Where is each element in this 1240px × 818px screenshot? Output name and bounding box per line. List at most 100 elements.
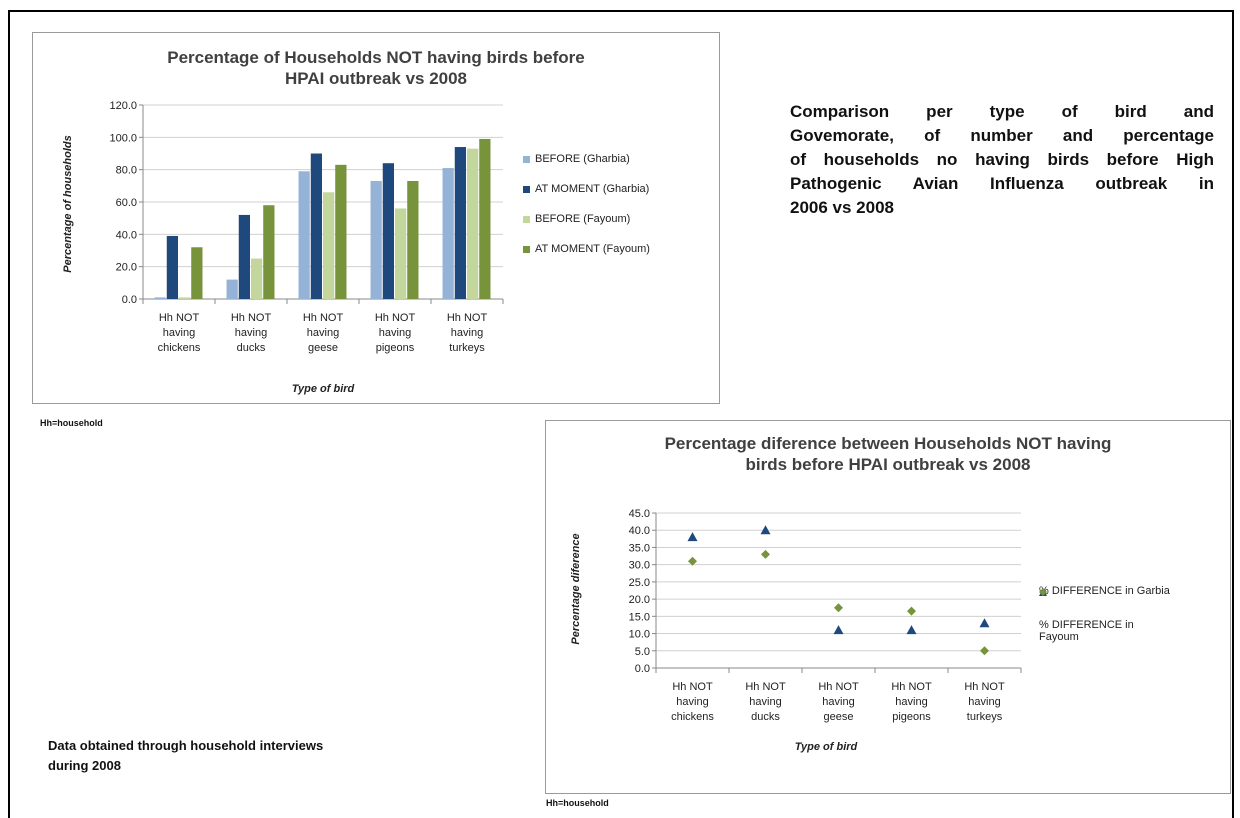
legend-item: % DIFFERENCE in Garbia [1039,585,1170,597]
bar [370,180,382,299]
description-line: Govemorate, of number and percentage [790,126,1214,145]
y-tick-label: 25.0 [629,577,650,589]
bar [382,163,394,299]
slide-frame [8,10,1234,818]
source-note-line: during 2008 [48,758,121,773]
description-line: Comparison per type of bird and [790,102,1214,121]
y-axis-label: Percentage of households [62,135,74,273]
bar [154,297,166,299]
bar-chart-panel: Percentage of Households NOT having bird… [32,32,720,404]
x-tick-label: Hh NOT having chickens [158,312,201,354]
legend-item: % DIFFERENCE in Fayoum [1039,588,1170,643]
legend-item: AT MOMENT (Gharbia) [523,183,650,195]
bar [251,258,263,299]
legend: % DIFFERENCE in Garbia % DIFFERENCE in F… [1039,585,1170,661]
y-tick-label: 15.0 [629,611,650,623]
chart-title: Percentage diference between Households … [546,433,1230,475]
legend-swatch [523,216,530,223]
legend-label: BEFORE (Gharbia) [535,153,630,165]
description-line: 2006 vs 2008 [790,198,894,217]
legend-label: AT MOMENT (Gharbia) [535,183,650,195]
bar [407,180,419,299]
x-tick-label: Hh NOT having ducks [231,312,272,354]
y-tick-label: 0.0 [122,294,137,306]
x-axis-label: Type of bird [291,383,355,395]
x-tick-label: Hh NOT having chickens [671,681,714,723]
x-tick-label: Hh NOT having pigeons [375,312,416,354]
x-tick-label: Hh NOT having turkeys [964,681,1005,723]
bar [298,171,310,299]
bar [226,279,238,299]
y-tick-label: 40.0 [116,229,137,241]
x-tick-label: Hh NOT having pigeons [891,681,932,723]
bar [454,147,466,299]
y-tick-label: 40.0 [629,525,650,537]
bar [442,168,454,299]
x-tick-label: Hh NOT having geese [303,312,344,354]
diamond-marker [907,606,916,616]
bar [179,297,191,299]
source-note-line: Data obtained through household intervie… [48,738,324,753]
y-tick-label: 20.0 [629,594,650,606]
y-tick-label: 0.0 [635,663,650,675]
scatter-chart-panel: Percentage diference between Households … [545,420,1231,794]
triangle-marker [687,532,698,542]
x-tick-label: Hh NOT having ducks [745,681,786,723]
y-tick-label: 35.0 [629,542,650,554]
bar [335,164,347,299]
legend-label-line: Fayoum [1039,631,1079,643]
legend-label: % DIFFERENCE in Garbia [1039,585,1170,597]
legend-label: AT MOMENT (Fayoum) [535,243,650,255]
y-tick-label: 10.0 [629,629,650,641]
y-axis-label: Percentage diference [570,533,582,645]
x-tick-label: Hh NOT having geese [818,681,859,723]
legend-swatch [523,246,530,253]
bar [310,153,322,299]
bar [191,247,203,299]
chart-title-line: Percentage diference between Households … [664,434,1112,453]
y-tick-label: 5.0 [635,646,650,658]
chart-title-line: Percentage of Households NOT having bird… [167,48,585,67]
y-tick-label: 80.0 [116,165,137,177]
legend-label-line: % DIFFERENCE in [1039,619,1134,631]
source-note: Data obtained through household intervie… [48,736,323,776]
triangle-marker [979,618,990,628]
description-text: Comparison per type of bird and Govemora… [790,100,1214,220]
description-line: Pathogenic Avian Influenza outbreak in [790,174,1214,193]
legend: BEFORE (Gharbia) AT MOMENT (Gharbia) BEF… [523,153,650,273]
legend-item: AT MOMENT (Fayoum) [523,243,650,255]
bar [263,205,275,299]
triangle-marker [906,625,917,635]
bar-chart-plot: 0.0 20.0 40.0 60.0 80.0 100.0 120.0 Hh NOT havin… [109,100,504,354]
diamond-marker [761,549,770,559]
bar [395,208,407,299]
legend-label: % DIFFERENCE in Fayoum [1039,619,1134,643]
bar [467,148,479,299]
footnote-abbreviation: Hh=household [40,418,103,428]
legend-item: BEFORE (Fayoum) [523,213,650,225]
bar [166,235,178,299]
triangle-marker [833,625,844,635]
y-tick-label: 120.0 [109,100,137,112]
legend-item: BEFORE (Gharbia) [523,153,650,165]
footnote-abbreviation: Hh=household [546,798,609,808]
legend-swatch [523,186,530,193]
y-tick-label: 45.0 [629,508,650,520]
x-axis-label: Type of bird [794,741,858,753]
diamond-marker-icon [1039,588,1047,596]
triangle-marker [760,525,771,535]
y-tick-label: 100.0 [109,132,137,144]
x-tick-label: Hh NOT having turkeys [447,312,488,354]
chart-title-line: HPAI outbreak vs 2008 [284,69,468,88]
y-tick-label: 20.0 [116,262,137,274]
description-line: of households no having birds before Hig… [790,150,1214,169]
diamond-marker [980,646,989,656]
scatter-chart-plot: 0.0 5.0 10.0 15.0 20.0 25.0 30.0 35.0 40.0 45.0 Hh… [629,508,1022,723]
chart-title: Percentage of Households NOT having bird… [33,47,719,89]
bar [479,138,491,299]
chart-title-line: birds before HPAI outbreak vs 2008 [745,455,1031,474]
legend-swatch [523,156,530,163]
legend-label: BEFORE (Fayoum) [535,213,631,225]
diamond-marker [688,556,697,566]
y-tick-label: 60.0 [116,197,137,209]
